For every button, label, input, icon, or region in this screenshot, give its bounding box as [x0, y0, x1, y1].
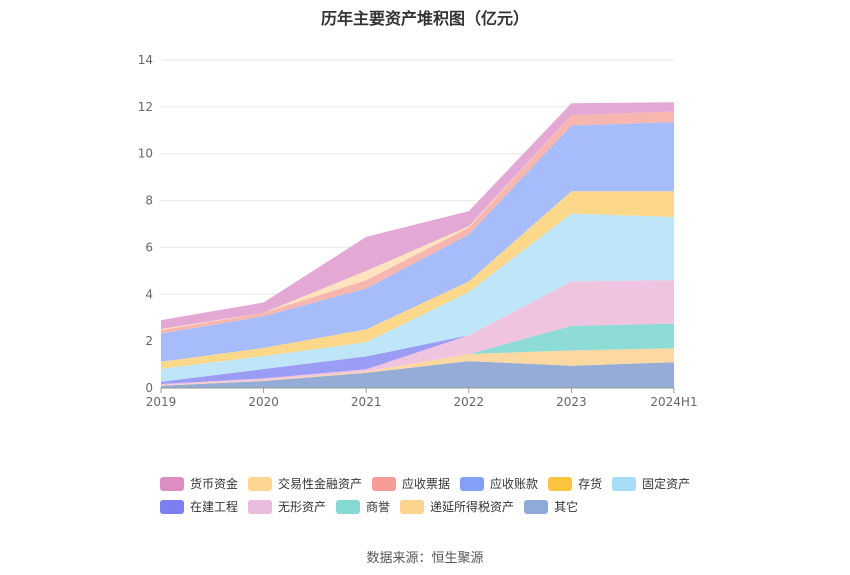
- legend-label: 交易性金融资产: [278, 477, 363, 491]
- legend-swatch: [524, 499, 549, 514]
- legend-row-2: 在建工程 无形资产 商誉 递延所得税资产 其它: [160, 495, 720, 518]
- legend: 货币资金 交易性金融资产 应收票据 应收账款 存货 固定资产 在建工程: [160, 472, 720, 518]
- legend-swatch: [248, 499, 273, 514]
- legend-label: 固定资产: [642, 477, 691, 491]
- legend-swatch: [612, 476, 637, 491]
- legend-swatch: [400, 499, 425, 514]
- area-series: [161, 102, 674, 388]
- area-series-6[interactable]: [161, 191, 674, 369]
- area-series-0[interactable]: [161, 361, 674, 388]
- legend-item-yingshou-zhangkuan[interactable]: 应收账款: [460, 475, 538, 492]
- area-series-2[interactable]: [161, 323, 674, 386]
- legend-label: 无形资产: [278, 500, 327, 514]
- x-tick-label: 2024H1: [650, 395, 697, 409]
- y-tick-label: 6: [145, 240, 153, 254]
- legend-swatch: [248, 476, 273, 491]
- legend-label: 在建工程: [190, 500, 239, 514]
- chart-title: 历年主要资产堆积图（亿元）: [320, 9, 529, 28]
- legend-label: 存货: [578, 477, 603, 491]
- legend-item-zaijian[interactable]: 在建工程: [160, 498, 238, 515]
- y-tick-label: 10: [138, 147, 153, 161]
- y-tick-label: 14: [138, 53, 153, 67]
- legend-item-yingshou-piaoju[interactable]: 应收票据: [372, 475, 450, 492]
- legend-item-guding[interactable]: 固定资产: [612, 475, 690, 492]
- y-tick-label: 2: [145, 334, 153, 348]
- legend-label: 商誉: [366, 500, 391, 514]
- legend-swatch: [160, 476, 184, 491]
- y-tick-label: 8: [145, 194, 153, 208]
- legend-item-jiaoyixing[interactable]: 交易性金融资产: [248, 475, 362, 492]
- legend-label: 应收账款: [490, 477, 539, 491]
- area-series-1[interactable]: [161, 348, 674, 386]
- legend-swatch: [336, 499, 361, 514]
- legend-swatch: [160, 499, 184, 514]
- y-tick-label: 0: [145, 381, 153, 395]
- data-source: 数据来源：恒生聚源: [366, 551, 484, 566]
- legend-label: 递延所得税资产: [430, 500, 515, 514]
- legend-item-cunhuo[interactable]: 存货: [548, 475, 602, 492]
- x-tick-label: 2021: [351, 395, 382, 409]
- legend-swatch: [460, 476, 485, 491]
- x-tick-label: 2019: [146, 395, 177, 409]
- axes: 0 2 4 6 8 10 12 14 2019 2020 2021 2022 2023 2024H1: [138, 53, 698, 409]
- legend-swatch: [548, 476, 573, 491]
- legend-label: 应收票据: [402, 477, 451, 491]
- legend-label: 货币资金: [190, 477, 239, 491]
- legend-item-shangyu[interactable]: 商誉: [336, 498, 390, 515]
- legend-swatch: [372, 476, 397, 491]
- legend-item-diyan[interactable]: 递延所得税资产: [400, 498, 514, 515]
- y-tick-label: 12: [138, 100, 153, 114]
- legend-item-huobi[interactable]: 货币资金: [160, 475, 238, 492]
- y-tick-label: 4: [145, 287, 153, 301]
- legend-item-wuxing[interactable]: 无形资产: [248, 498, 326, 515]
- area-series-3[interactable]: [161, 280, 674, 386]
- x-tick-label: 2023: [556, 395, 587, 409]
- legend-label: 其它: [554, 500, 579, 514]
- x-tick-label: 2022: [454, 395, 485, 409]
- area-series-5[interactable]: [161, 213, 674, 382]
- area-series-7[interactable]: [161, 122, 674, 362]
- legend-row-1: 货币资金 交易性金融资产 应收票据 应收账款 存货 固定资产: [160, 472, 720, 495]
- legend-item-qita[interactable]: 其它: [524, 498, 578, 515]
- x-tick-label: 2020: [248, 395, 279, 409]
